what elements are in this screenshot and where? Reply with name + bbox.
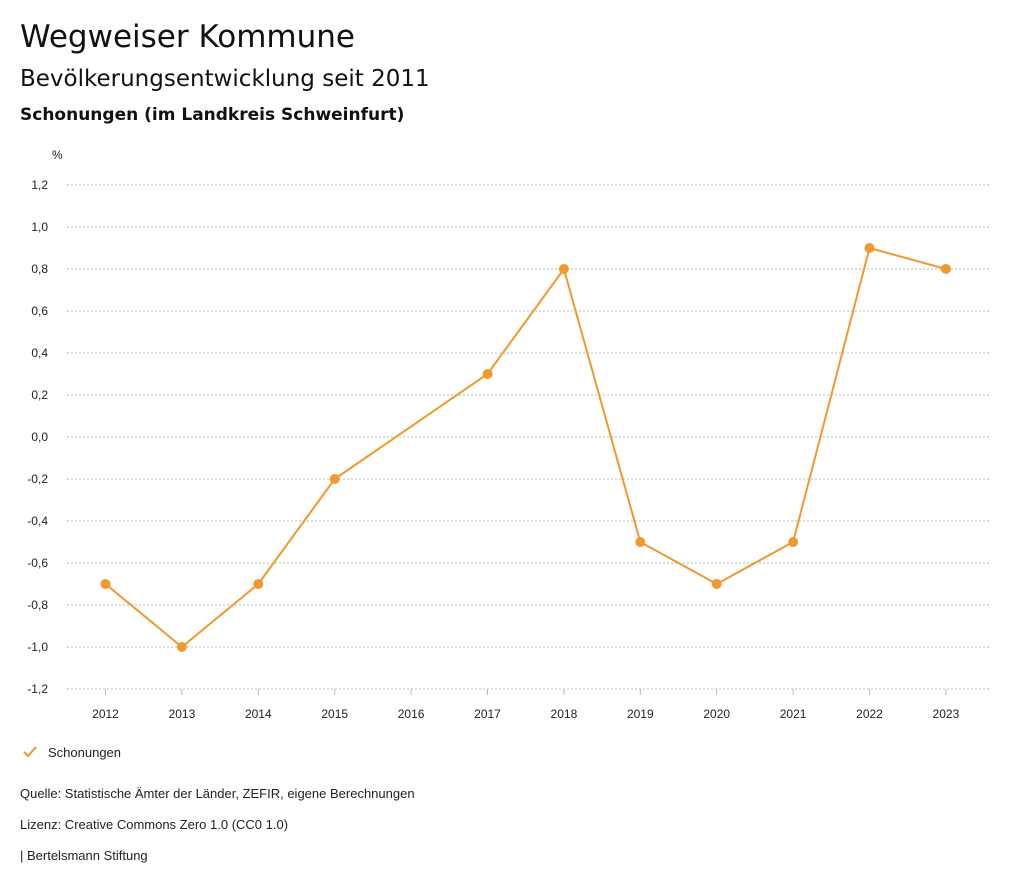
publisher-text: | Bertelsmann Stiftung xyxy=(20,848,148,863)
x-tick-label: 2014 xyxy=(245,707,272,721)
y-tick-label: -0,8 xyxy=(27,598,48,612)
x-tick-label: 2016 xyxy=(398,707,425,721)
data-point xyxy=(558,264,569,274)
y-tick-label: 1,0 xyxy=(31,220,48,234)
data-point xyxy=(864,243,875,253)
grid-lines xyxy=(67,184,990,690)
x-tick-label: 2013 xyxy=(169,707,196,721)
data-point xyxy=(711,579,722,589)
x-tick-label: 2022 xyxy=(856,707,883,721)
series-line-schonungen xyxy=(104,247,947,648)
x-tick-label: 2023 xyxy=(933,707,960,721)
check-icon xyxy=(23,746,37,758)
data-point xyxy=(176,642,187,652)
data-point xyxy=(253,579,264,589)
y-tick-label: -1,2 xyxy=(27,682,48,696)
license-text: Lizenz: Creative Commons Zero 1.0 (CC0 1… xyxy=(20,817,289,832)
y-tick-label: -0,4 xyxy=(27,514,48,528)
page-subtitle: Bevölkerungsentwicklung seit 2011 xyxy=(20,66,430,92)
y-tick-label: 0,8 xyxy=(31,262,48,276)
x-tick-label: 2019 xyxy=(627,707,654,721)
x-tick-label: 2021 xyxy=(780,707,807,721)
x-tick-label: 2012 xyxy=(92,707,119,721)
data-point xyxy=(635,537,646,547)
data-point xyxy=(788,537,799,547)
y-axis-ticks: 1,2 1,0 0,8 0,6 0,4 0,2 0,0 -0,2 -0,4 -0,6 -0,8 -1,… xyxy=(27,178,48,696)
data-point xyxy=(100,579,111,589)
region-title: Schonungen (im Landkreis Schweinfurt) xyxy=(20,105,405,125)
y-axis-unit-label: % xyxy=(52,148,63,162)
page-title: Wegweiser Kommune xyxy=(20,19,355,55)
x-axis-ticks: 2012 2013 2014 2015 2016 2017 2018 2019 2020 2021… xyxy=(92,689,960,721)
line-chart: % 1,2 1,0 0,8 0,6 0,4 0,2 0,0 -0,2 -0,4 -0,6 -0,8 -… xyxy=(27,148,990,721)
x-tick-label: 2017 xyxy=(474,707,501,721)
x-tick-label: 2015 xyxy=(321,707,348,721)
y-tick-label: 1,2 xyxy=(31,178,48,192)
x-tick-label: 2018 xyxy=(551,707,578,721)
data-point xyxy=(329,474,340,484)
y-tick-label: 0,6 xyxy=(31,304,48,318)
legend-label-schonungen: Schonungen xyxy=(48,744,122,760)
y-tick-label: 0,4 xyxy=(31,346,48,360)
legend[interactable]: Schonungen xyxy=(22,744,121,760)
data-point xyxy=(482,369,493,379)
y-tick-label: -1,0 xyxy=(27,640,48,654)
y-tick-label: 0,0 xyxy=(31,430,48,444)
source-text: Quelle: Statistische Ämter der Länder, Z… xyxy=(20,786,415,801)
series-layer xyxy=(100,243,951,652)
data-point xyxy=(940,264,951,274)
x-tick-label: 2020 xyxy=(703,707,730,721)
y-tick-label: -0,6 xyxy=(27,556,48,570)
y-tick-label: 0,2 xyxy=(31,388,48,402)
y-tick-label: -0,2 xyxy=(27,472,48,486)
